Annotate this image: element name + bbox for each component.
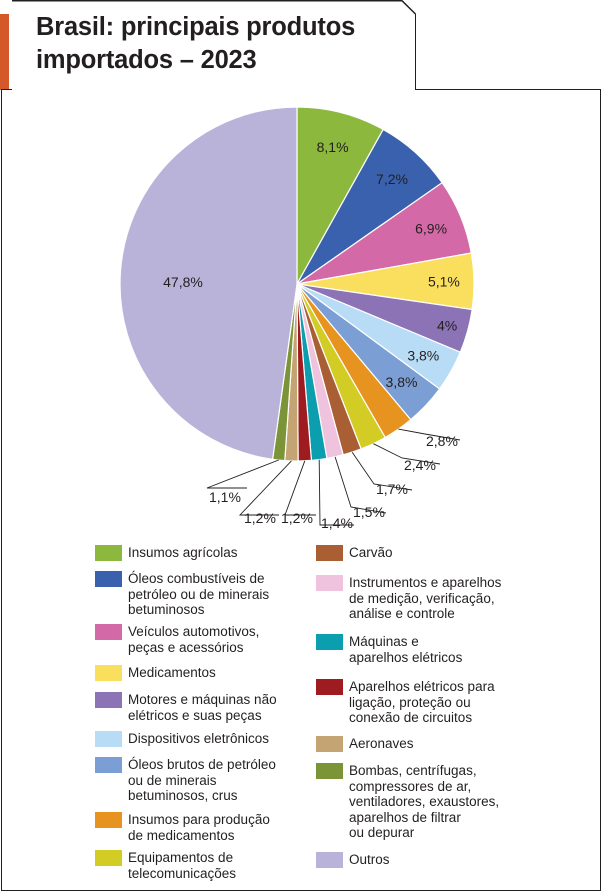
legend-item: Carvão — [316, 545, 516, 561]
slice-data-label: 2,4% — [404, 457, 436, 473]
legend-swatch — [316, 736, 343, 752]
slice-data-label: 4% — [437, 318, 457, 334]
legend-label: Carvão — [349, 545, 393, 560]
legend-item: Dispositivos eletrônicos — [95, 731, 307, 747]
leader-line — [284, 460, 316, 516]
legend-swatch — [95, 545, 122, 561]
slice-data-label: 1,1% — [209, 489, 241, 505]
legend-item: Aeronaves — [316, 736, 516, 752]
leader-line — [351, 451, 413, 491]
leader-line — [238, 460, 292, 516]
legend-swatch — [95, 812, 122, 828]
legend-item: Outros — [316, 852, 516, 868]
slice-data-label: 1,2% — [244, 510, 276, 526]
slice-data-label: 7,2% — [376, 171, 408, 187]
legend-swatch — [95, 850, 122, 866]
slice-data-label: 2,8% — [426, 433, 458, 449]
legend-label: Aparelhos elétricos para ligação, proteç… — [349, 679, 495, 725]
legend-label: Dispositivos eletrônicos — [128, 731, 270, 746]
slice-data-label: 47,8% — [163, 274, 203, 290]
slice-data-label: 1,5% — [353, 504, 385, 520]
legend-swatch — [95, 731, 122, 747]
legend-item: Bombas, centrífugas, compressores de ar,… — [316, 763, 516, 841]
legend-item: Máquinas e aparelhos elétricos — [316, 634, 516, 665]
legend-label: Insumos agrícolas — [128, 545, 238, 560]
title-box-corner — [12, 0, 416, 15]
legend-item: Óleos brutos de petróleo ou de minerais … — [95, 757, 307, 804]
slice-data-label: 3,8% — [407, 348, 439, 364]
slice-data-label: 1,4% — [321, 515, 353, 531]
legend-label: Medicamentos — [128, 665, 216, 680]
legend-swatch — [316, 575, 343, 591]
chart-title: Brasil: principais produtos importados –… — [36, 13, 356, 74]
leader-line — [398, 428, 461, 441]
legend-label: Outros — [349, 852, 390, 867]
legend-label: Equipamentos de telecomunicações — [128, 850, 237, 881]
legend-swatch — [95, 571, 122, 587]
legend-item: Óleos combustíveis de petróleo ou de min… — [95, 571, 307, 618]
legend-item: Instrumentos e aparelhos de medição, ver… — [316, 575, 516, 622]
legend-label: Veículos automotivos, peças e acessórios — [128, 624, 260, 655]
legend-label: Óleos brutos de petróleo ou de minerais … — [128, 757, 276, 803]
legend-swatch — [95, 665, 122, 681]
legend-label: Motores e máquinas não elétricos e suas … — [128, 692, 277, 723]
legend-item: Medicamentos — [95, 665, 307, 681]
legend-label: Insumos para produção de medicamentos — [128, 812, 270, 843]
title-box: Brasil: principais produtos importados –… — [12, 0, 416, 90]
pie-slice — [119, 106, 298, 460]
legend-item: Veículos automotivos, peças e acessórios — [95, 624, 307, 655]
legend-swatch — [95, 624, 122, 640]
legend-label: Aeronaves — [349, 736, 414, 751]
title-accent-bar — [0, 14, 9, 90]
legend-swatch — [95, 757, 122, 773]
legend-item: Equipamentos de telecomunicações — [95, 850, 307, 881]
pie-slice — [296, 106, 385, 287]
slice-data-label: 1,2% — [281, 510, 313, 526]
legend-swatch — [316, 634, 343, 650]
legend-swatch — [316, 545, 343, 561]
slice-data-label: 8,1% — [317, 139, 349, 155]
legend-swatch — [316, 852, 343, 868]
slice-data-label: 5,1% — [428, 274, 460, 290]
legend-item: Insumos para produção de medicamentos — [95, 812, 307, 843]
legend-swatch — [95, 692, 122, 708]
leader-line — [373, 443, 441, 465]
leader-line — [334, 456, 387, 514]
legend-label: Instrumentos e aparelhos de medição, ver… — [349, 575, 502, 621]
legend-item: Aparelhos elétricos para ligação, proteç… — [316, 679, 516, 726]
leader-line — [206, 459, 279, 489]
legend-label: Óleos combustíveis de petróleo ou de min… — [128, 571, 270, 617]
frame-title-join — [12, 88, 415, 91]
legend-swatch — [316, 763, 343, 779]
slice-data-label: 3,8% — [386, 374, 418, 390]
slice-data-label: 6,9% — [415, 221, 447, 237]
legend-item: Motores e máquinas não elétricos e suas … — [95, 692, 307, 723]
slice-data-label: 1,7% — [376, 481, 408, 497]
legend-swatch — [316, 679, 343, 695]
legend-item: Insumos agrícolas — [95, 545, 307, 561]
legend-label: Bombas, centrífugas, compressores de ar,… — [349, 763, 500, 840]
legend-label: Máquinas e aparelhos elétricos — [349, 634, 463, 665]
leader-line — [318, 459, 354, 526]
